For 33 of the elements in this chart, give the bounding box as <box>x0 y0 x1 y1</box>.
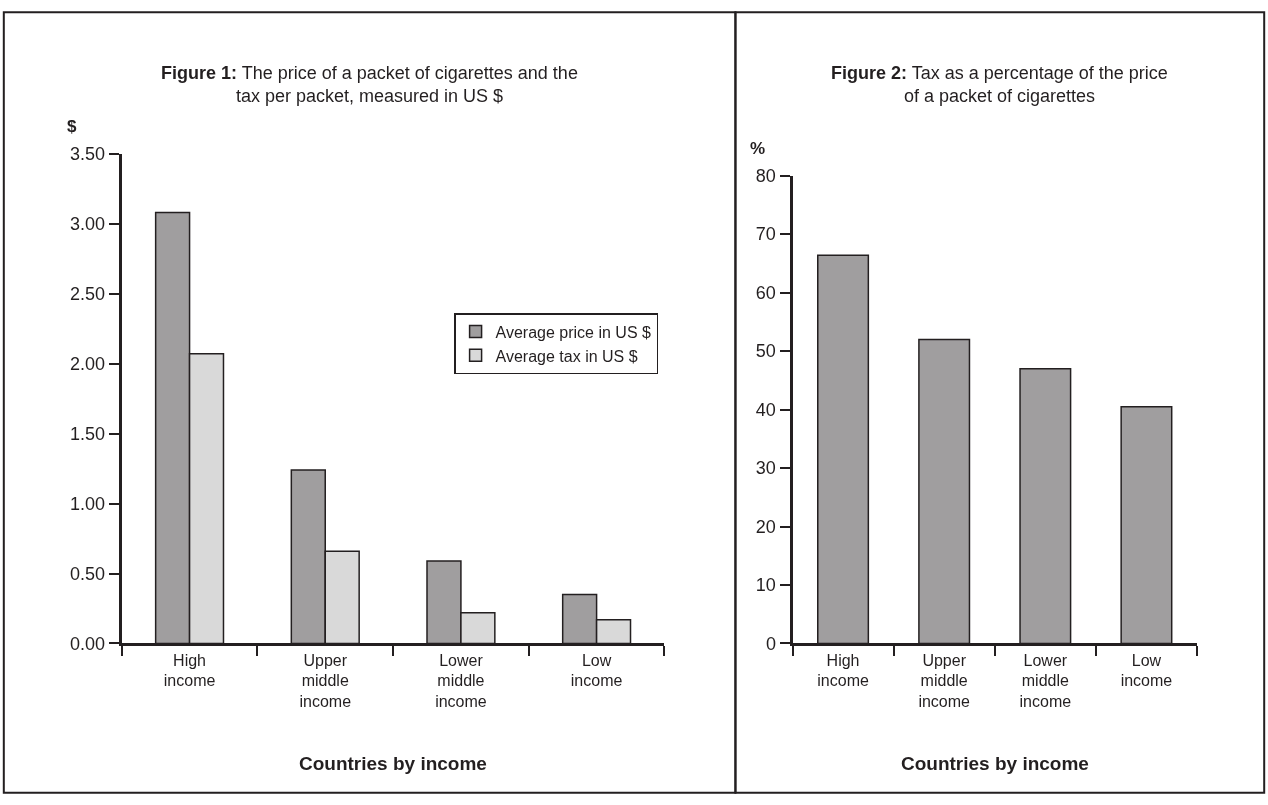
x-tick-label: Low income <box>570 651 623 690</box>
y-tick-label: 60 <box>755 282 776 303</box>
x-axis-title: Countries by income <box>901 753 1089 774</box>
x-tick-label: Upper middle income <box>918 651 971 711</box>
y-tick-label: 3.00 <box>70 213 106 234</box>
x-tick-label: High income <box>817 651 869 690</box>
y-tick-label: 1.50 <box>70 423 106 444</box>
y-tick-label: 0 <box>765 633 776 654</box>
y-tick-label: 50 <box>755 341 776 362</box>
y-tick-label: 1.00 <box>70 493 106 514</box>
y-tick-label: 10 <box>755 575 776 596</box>
y-tick-label: 2.00 <box>70 353 106 374</box>
x-tick-label: Low income <box>1120 651 1173 690</box>
x-tick-label: Upper middle income <box>299 651 352 711</box>
legend-label: Average tax in US $ <box>495 347 638 365</box>
y-tick-label: 30 <box>755 458 776 479</box>
y-tick-label: 20 <box>755 516 776 537</box>
y-tick-label: 0.50 <box>70 563 106 584</box>
x-tick-label: Lower middle income <box>1019 651 1072 711</box>
legend-label: Average price in US $ <box>495 323 652 341</box>
y-axis-title: % <box>750 139 766 158</box>
x-tick-label: Lower middle income <box>435 651 487 711</box>
chart-title: Figure 2: Tax as a percentage of the price of a packet of cigarettes <box>831 63 1168 107</box>
y-tick-label: 40 <box>755 399 776 420</box>
x-tick-label: High income <box>163 651 216 690</box>
y-tick-label: 70 <box>755 224 776 245</box>
chart-title: Figure 1: The price of a packet of cigarettes and the tax per packet, measured in US $ <box>161 63 578 107</box>
y-tick-label: 3.50 <box>70 143 106 164</box>
y-axis-title: $ <box>67 117 77 136</box>
y-tick-label: 2.50 <box>70 283 106 304</box>
y-tick-label: 80 <box>755 165 776 186</box>
y-tick-label: 0.00 <box>70 633 106 654</box>
x-axis-title: Countries by income <box>299 753 487 774</box>
